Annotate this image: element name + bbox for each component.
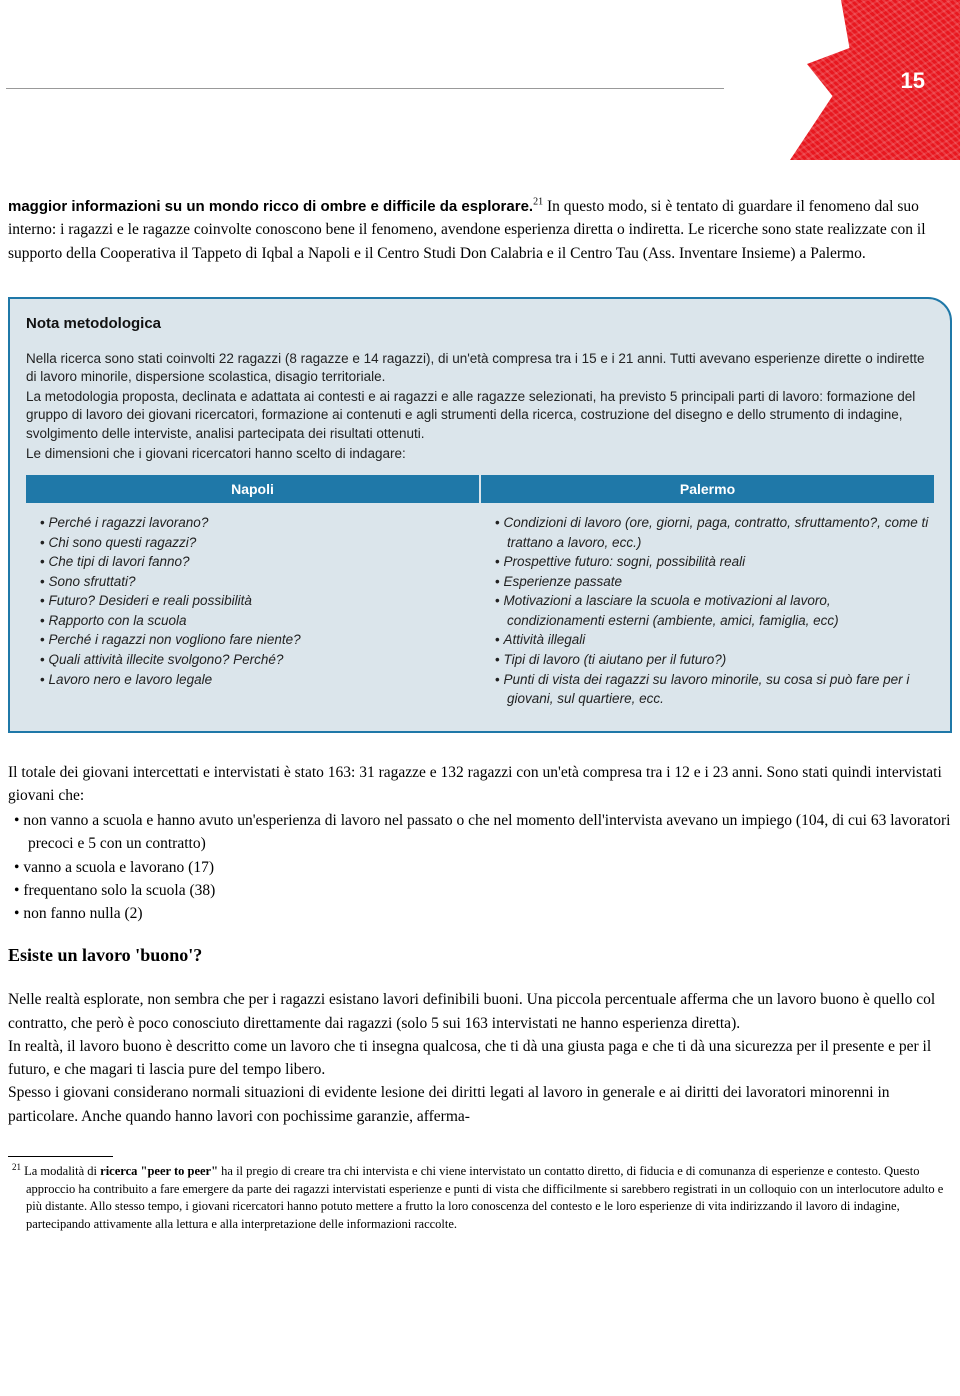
intro-paragraph: maggior informazioni su un mondo ricco d…	[8, 195, 952, 265]
footnote-rule	[8, 1156, 113, 1157]
list-item: non vanno a scuola e hanno avuto un'espe…	[8, 809, 952, 856]
list-item: Tipi di lavoro (ti aiutano per il futuro…	[485, 650, 930, 670]
list-item: Condizioni di lavoro (ore, giorni, paga,…	[485, 513, 930, 552]
list-item: vanno a scuola e lavorano (17)	[8, 856, 952, 879]
body-para-1: Nelle realtà esplorate, non sembra che p…	[8, 988, 952, 1035]
list-item: Che tipi di lavori fanno?	[30, 552, 475, 572]
note-p2: La metodologia proposta, declinata e ada…	[26, 388, 934, 443]
interview-categories-list: non vanno a scuola e hanno avuto un'espe…	[8, 809, 952, 925]
methodology-note-box: Nota metodologica Nella ricerca sono sta…	[8, 297, 952, 733]
napoli-list: Perché i ragazzi lavorano? Chi sono ques…	[30, 513, 475, 689]
list-item: Chi sono questi ragazzi?	[30, 533, 475, 553]
footnote-number: 21	[12, 1162, 21, 1172]
body-para-3: Spesso i giovani considerano normali sit…	[8, 1081, 952, 1128]
list-item: Sono sfruttati?	[30, 572, 475, 592]
col-head-napoli: Napoli	[26, 475, 479, 503]
page-content: maggior informazioni su un mondo ricco d…	[0, 0, 960, 1253]
note-p3: Le dimensioni che i giovani ricercatori …	[26, 445, 934, 463]
footnote-ref-21: 21	[533, 197, 543, 208]
table-col-palermo: Palermo Condizioni di lavoro (ore, giorn…	[481, 475, 934, 719]
note-title: Nota metodologica	[26, 315, 934, 332]
list-item: non fanno nulla (2)	[8, 902, 952, 925]
list-item: Prospettive futuro: sogni, possibilità r…	[485, 552, 930, 572]
list-item: Perché i ragazzi lavorano?	[30, 513, 475, 533]
section-heading: Esiste un lavoro 'buono'?	[8, 945, 952, 966]
col-body-napoli: Perché i ragazzi lavorano? Chi sono ques…	[26, 503, 479, 699]
page-number: 15	[901, 68, 925, 94]
list-item: Motivazioni a lasciare la scuola e motiv…	[485, 591, 930, 630]
list-item: Perché i ragazzi non vogliono fare nient…	[30, 630, 475, 650]
list-item: Punti di vista dei ragazzi su lavoro min…	[485, 670, 930, 709]
list-item: Esperienze passate	[485, 572, 930, 592]
totals-paragraph: Il totale dei giovani intercettati e int…	[8, 761, 952, 808]
list-item: Futuro? Desideri e reali possibilità	[30, 591, 475, 611]
body-para-2: In realtà, il lavoro buono è descritto c…	[8, 1035, 952, 1082]
col-head-palermo: Palermo	[481, 475, 934, 503]
intro-bold-text: maggior informazioni su un mondo ricco d…	[8, 198, 533, 215]
footnote-bold: ricerca "peer to peer"	[100, 1164, 218, 1178]
list-item: Rapporto con la scuola	[30, 611, 475, 631]
note-p1: Nella ricerca sono stati coinvolti 22 ra…	[26, 350, 934, 386]
list-item: Quali attività illecite svolgono? Perché…	[30, 650, 475, 670]
footnote-21: 21 La modalità di ricerca "peer to peer"…	[8, 1161, 952, 1233]
table-col-napoli: Napoli Perché i ragazzi lavorano? Chi so…	[26, 475, 479, 719]
header-rule	[6, 88, 724, 89]
list-item: Attività illegali	[485, 630, 930, 650]
col-body-palermo: Condizioni di lavoro (ore, giorni, paga,…	[481, 503, 934, 719]
list-item: Lavoro nero e lavoro legale	[30, 670, 475, 690]
list-item: frequentano solo la scuola (38)	[8, 879, 952, 902]
palermo-list: Condizioni di lavoro (ore, giorni, paga,…	[485, 513, 930, 709]
dimensions-table: Napoli Perché i ragazzi lavorano? Chi so…	[26, 475, 934, 719]
footnote-pre: La modalità di	[21, 1164, 100, 1178]
